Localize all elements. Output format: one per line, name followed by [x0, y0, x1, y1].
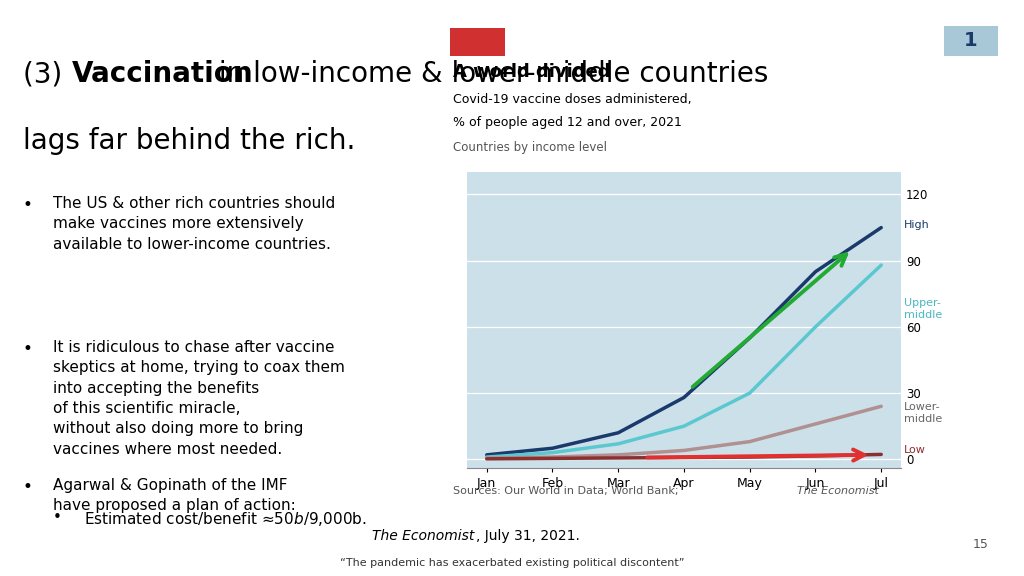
Text: Covid-19 vaccine doses administered,: Covid-19 vaccine doses administered,	[453, 93, 691, 107]
Text: High: High	[904, 221, 930, 230]
Text: Lower-
middle: Lower- middle	[904, 402, 942, 424]
Text: Vaccination: Vaccination	[72, 60, 253, 89]
FancyBboxPatch shape	[944, 25, 997, 56]
Text: Agarwal & Gopinath of the IMF
have proposed a plan of action:: Agarwal & Gopinath of the IMF have propo…	[53, 478, 296, 513]
Text: The Economist: The Economist	[372, 529, 474, 543]
Text: The Economist: The Economist	[797, 486, 879, 496]
Text: “The pandemic has exacerbated existing political discontent”: “The pandemic has exacerbated existing p…	[340, 558, 684, 568]
Text: •: •	[23, 340, 33, 358]
Text: A world divided: A world divided	[453, 63, 610, 81]
Text: Sources: Our World in Data; World Bank;: Sources: Our World in Data; World Bank;	[453, 486, 682, 496]
Text: (3): (3)	[23, 60, 71, 89]
Text: Upper-
middle: Upper- middle	[904, 298, 942, 320]
Text: The US & other rich countries should
make vaccines more extensively
available to: The US & other rich countries should mak…	[53, 196, 336, 252]
Text: Estimated cost/benefit ≈$50b/$9,000b.: Estimated cost/benefit ≈$50b/$9,000b.	[84, 510, 367, 528]
Text: in low-income & lower-middle countries: in low-income & lower-middle countries	[210, 60, 768, 89]
Text: 15: 15	[972, 539, 988, 551]
Text: % of people aged 12 and over, 2021: % of people aged 12 and over, 2021	[453, 116, 681, 130]
Text: lags far behind the rich.: lags far behind the rich.	[23, 127, 355, 155]
Text: 1: 1	[965, 32, 978, 51]
Text: , July 31, 2021.: , July 31, 2021.	[476, 529, 580, 543]
Text: Low: Low	[904, 445, 926, 456]
Text: Countries by income level: Countries by income level	[453, 141, 606, 154]
Text: •: •	[53, 510, 62, 525]
Text: It is ridiculous to chase after vaccine
skeptics at home, trying to coax them
in: It is ridiculous to chase after vaccine …	[53, 340, 345, 457]
Text: •: •	[23, 478, 33, 496]
Text: •: •	[23, 196, 33, 214]
Bar	[450, 28, 505, 56]
